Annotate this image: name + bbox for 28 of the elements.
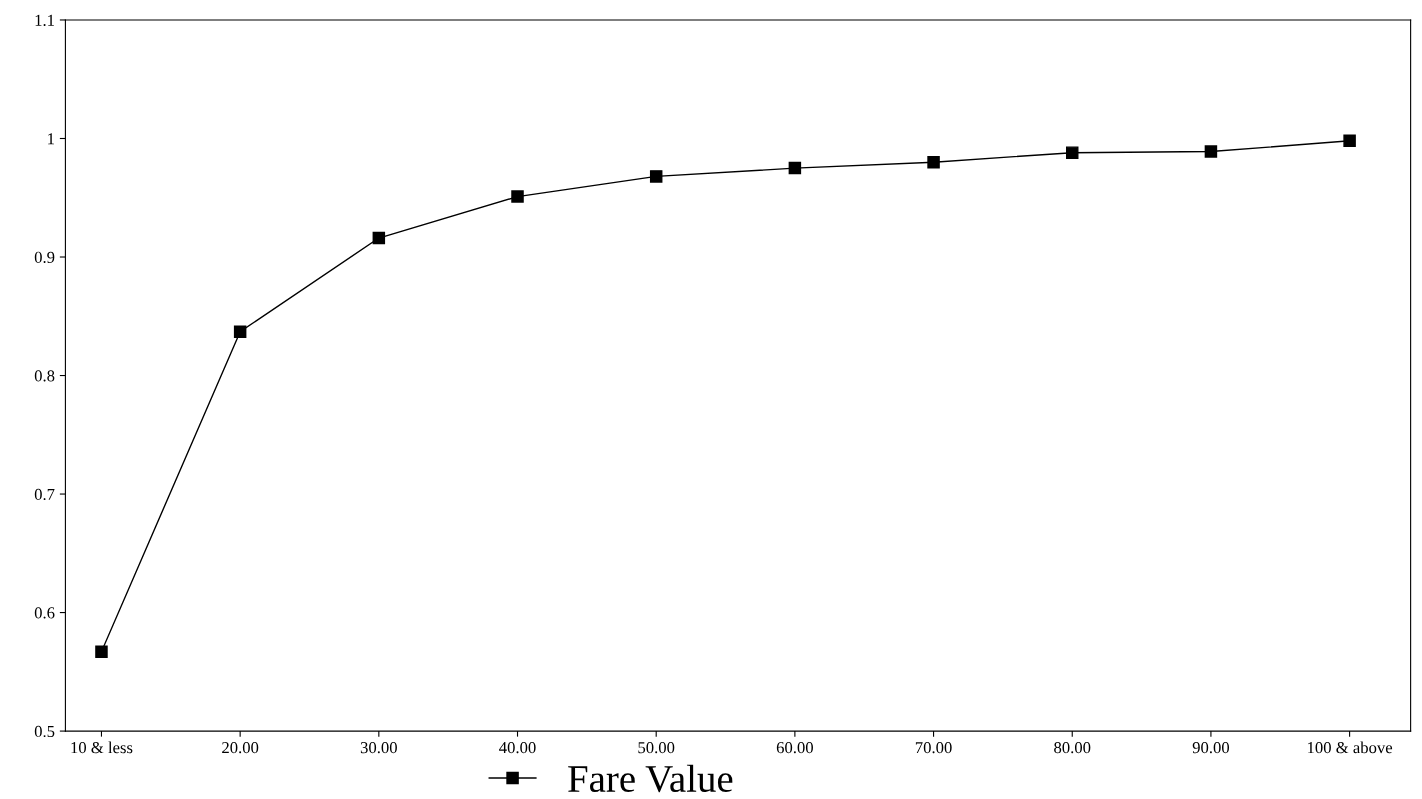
x-tick-label: 100 & above xyxy=(1308,741,1393,754)
point xyxy=(1343,134,1356,148)
y-tick-label: 1 xyxy=(48,133,54,145)
x-tick-label: 40.00 xyxy=(499,741,536,754)
point xyxy=(1204,145,1218,158)
x-tick-label: 90.00 xyxy=(1192,741,1230,754)
x-tick-label: 60.00 xyxy=(776,741,813,754)
point xyxy=(788,161,802,175)
legend-label: Fare Value xyxy=(568,764,733,793)
point xyxy=(649,170,663,183)
point xyxy=(233,325,247,338)
x-tick-label: 20.00 xyxy=(222,741,259,754)
y-tick-label: 0.6 xyxy=(34,607,55,619)
x-tick-label: 10 & less xyxy=(71,741,133,754)
point xyxy=(372,231,386,245)
y-tick-label: 0.9 xyxy=(34,251,55,264)
y-tick-label: 0.7 xyxy=(34,488,55,501)
point xyxy=(95,645,108,658)
point xyxy=(1065,146,1079,159)
x-tick-label: 50.00 xyxy=(638,741,675,754)
y-tick-label: 1.1 xyxy=(35,14,54,26)
x-tick-label: 80.00 xyxy=(1054,741,1091,754)
y-tick-label: 0.5 xyxy=(34,725,55,738)
point xyxy=(927,155,940,169)
y-tick-label: 0.8 xyxy=(34,370,55,382)
x-tick-label: 30.00 xyxy=(360,741,397,754)
x-tick-label: 70.00 xyxy=(915,741,952,754)
point xyxy=(511,190,524,203)
